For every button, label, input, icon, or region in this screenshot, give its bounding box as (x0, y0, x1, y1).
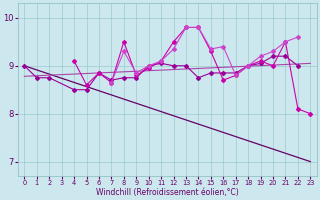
X-axis label: Windchill (Refroidissement éolien,°C): Windchill (Refroidissement éolien,°C) (96, 188, 239, 197)
